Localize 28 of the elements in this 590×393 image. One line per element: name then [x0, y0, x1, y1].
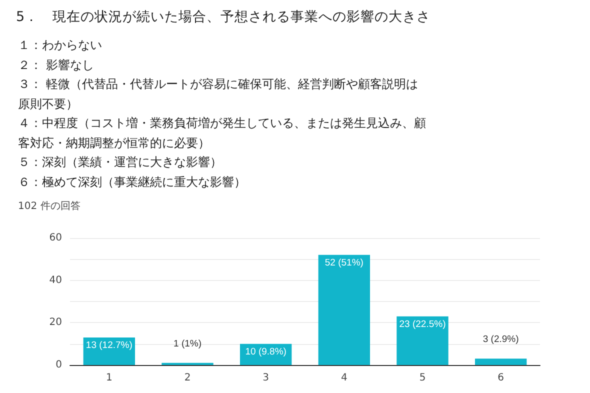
- x-tick-label: 2: [184, 372, 191, 384]
- data-label: 3 (2.9%): [482, 334, 519, 346]
- x-tick-label: 6: [498, 372, 504, 384]
- data-label: 1 (1%): [174, 338, 202, 350]
- y-tick-label: 20: [49, 317, 62, 328]
- y-tick-label: 60: [49, 232, 62, 244]
- text: ２： 影響なし: [18, 56, 95, 74]
- bar: [396, 316, 448, 365]
- bar: [83, 337, 136, 365]
- chart-title: 5． 現在の状況が続いた場合、予想される事業への影響の大きさ: [16, 8, 431, 26]
- bar: [474, 358, 527, 365]
- text: ３： 軽微（代替品・代替ルートが容易に確保可能、経営判断や顧客説明は原則不要）: [18, 76, 419, 112]
- data-label: 13 (12.7%): [86, 340, 132, 351]
- text: ５：深刻（業績・運営に大きな影響）: [18, 154, 223, 171]
- y-tick-label: 40: [49, 274, 62, 286]
- text: １：わからない: [18, 37, 103, 54]
- bar: [318, 254, 370, 365]
- x-tick-label: 1: [106, 372, 112, 384]
- data-label: 52 (51%): [324, 257, 364, 268]
- x-tick-label: 5: [419, 372, 426, 384]
- x-tick-label: 4: [340, 372, 348, 384]
- y-tick-label: 0: [56, 360, 62, 370]
- data-label: 10 (9.8%): [245, 346, 286, 358]
- x-tick-label: 3: [262, 372, 270, 384]
- text: ６：極めて深刻（事業継続に重大な影響）: [18, 174, 247, 190]
- text: 102 件の回答: [18, 200, 82, 214]
- data-label: 23 (22.5%): [399, 318, 446, 330]
- text: ４：中程度（コスト増・業務負荷増が発生している、または発生見込み、顧客対応・納期調整が恒常的に必要）: [18, 115, 427, 152]
